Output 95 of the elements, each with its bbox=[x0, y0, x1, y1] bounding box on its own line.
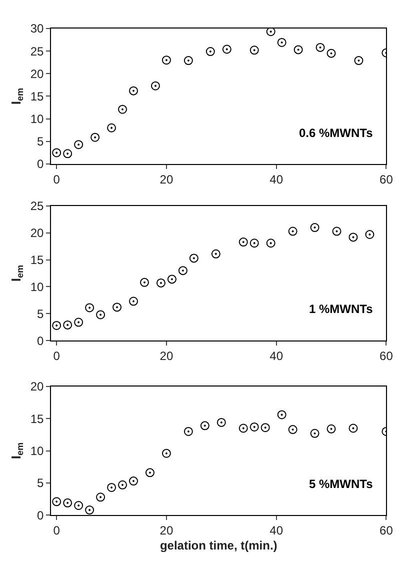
point bbox=[178, 266, 188, 276]
point bbox=[162, 448, 171, 458]
point bbox=[184, 56, 193, 66]
point bbox=[129, 86, 138, 96]
point bbox=[238, 424, 248, 433]
y-tick-label: 0 bbox=[37, 157, 44, 172]
point bbox=[145, 468, 154, 478]
point bbox=[140, 278, 149, 287]
point bbox=[316, 42, 325, 52]
x-tick-label: 40 bbox=[270, 524, 284, 538]
x-tick-label: 20 bbox=[160, 524, 174, 538]
annotation: 5 %MWNTs bbox=[309, 477, 374, 491]
y-tick-label: 15 bbox=[30, 412, 44, 426]
annotation: 0.6 %MWNTs bbox=[299, 126, 374, 140]
y-tick-label: 5 bbox=[37, 476, 44, 490]
point bbox=[211, 249, 220, 258]
point bbox=[216, 418, 226, 427]
y-tick-label: 15 bbox=[30, 89, 44, 104]
x-tick-label: 0 bbox=[53, 524, 60, 538]
y-tick-label: 25 bbox=[30, 199, 44, 214]
y-tick-label: 20 bbox=[30, 226, 44, 240]
point bbox=[118, 104, 128, 114]
point bbox=[260, 423, 270, 432]
point bbox=[354, 56, 364, 66]
x-tick-label: 40 bbox=[270, 348, 284, 363]
point bbox=[348, 232, 358, 242]
point bbox=[167, 274, 176, 284]
y-tick-label: 0 bbox=[37, 334, 44, 348]
point bbox=[250, 238, 259, 248]
y-tick-label: 10 bbox=[30, 444, 44, 458]
point bbox=[96, 310, 106, 320]
point bbox=[74, 501, 84, 510]
point bbox=[277, 38, 286, 47]
x-tick-label: 0 bbox=[53, 172, 60, 186]
x-tick-label: 40 bbox=[270, 172, 284, 186]
y-tick-label: 30 bbox=[30, 22, 44, 36]
point bbox=[189, 254, 198, 263]
point bbox=[118, 480, 128, 490]
x-tick-label: 20 bbox=[160, 172, 174, 186]
point bbox=[85, 303, 94, 312]
point bbox=[238, 238, 248, 247]
x-tick-label: 20 bbox=[160, 348, 174, 363]
point bbox=[90, 132, 100, 142]
point bbox=[310, 428, 320, 438]
point bbox=[63, 149, 72, 158]
y-tick-label: 10 bbox=[30, 280, 44, 294]
point bbox=[332, 226, 342, 236]
point bbox=[52, 497, 62, 506]
point bbox=[365, 230, 374, 239]
x-tick-label: 0 bbox=[53, 348, 60, 363]
point bbox=[348, 424, 358, 433]
point bbox=[112, 302, 122, 312]
point bbox=[129, 296, 138, 306]
point bbox=[206, 47, 215, 56]
y-tick-label: 0 bbox=[37, 508, 44, 522]
point bbox=[107, 123, 116, 132]
point bbox=[52, 148, 62, 158]
point bbox=[150, 81, 160, 90]
y-tick-label: 5 bbox=[37, 306, 44, 321]
y-tick-label: 25 bbox=[30, 44, 44, 58]
point bbox=[184, 426, 193, 436]
point bbox=[277, 410, 286, 420]
point bbox=[107, 482, 116, 492]
point bbox=[250, 46, 259, 55]
point bbox=[266, 238, 276, 248]
y-tick-label: 15 bbox=[30, 253, 44, 268]
point bbox=[74, 140, 84, 150]
point bbox=[74, 318, 84, 327]
point bbox=[156, 278, 166, 288]
point bbox=[96, 492, 106, 502]
point bbox=[129, 476, 138, 486]
x-axis-title: gelation time, t(min.) bbox=[160, 538, 278, 552]
point bbox=[294, 45, 303, 54]
y-tick-label: 20 bbox=[30, 66, 44, 81]
point bbox=[326, 424, 336, 434]
point bbox=[63, 320, 72, 330]
point bbox=[52, 320, 62, 330]
point bbox=[250, 422, 259, 432]
x-tick-label: 60 bbox=[380, 172, 394, 186]
y-tick-label: 10 bbox=[30, 112, 44, 126]
point bbox=[162, 56, 171, 65]
point bbox=[288, 226, 298, 236]
x-tick-label: 60 bbox=[380, 524, 394, 538]
point bbox=[63, 498, 72, 508]
y-tick-label: 5 bbox=[37, 134, 44, 149]
point bbox=[310, 223, 320, 232]
annotation: 1 %MWNTs bbox=[309, 302, 374, 316]
point bbox=[266, 28, 276, 36]
x-tick-label: 60 bbox=[380, 348, 394, 363]
point bbox=[200, 421, 210, 430]
y-tick-label: 20 bbox=[30, 380, 44, 394]
point bbox=[288, 425, 298, 434]
point bbox=[85, 506, 94, 515]
point bbox=[222, 44, 232, 54]
point bbox=[326, 48, 336, 58]
